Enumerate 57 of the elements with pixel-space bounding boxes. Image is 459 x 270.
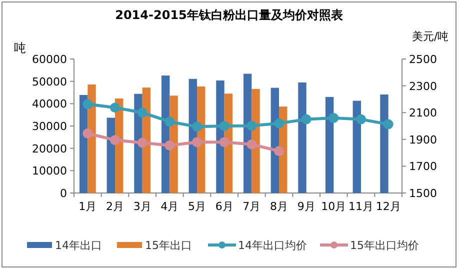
bar [106,118,115,193]
x-tick-label: 3月 [133,200,152,213]
bar [380,94,388,193]
y2-axis-title: 美元/吨 [412,30,449,43]
x-tick-label: 6月 [215,200,234,213]
point [246,120,257,131]
x-tick-label: 2月 [106,200,124,213]
chart-title: 2014-2015年钛白粉出口量及均价对照表 [115,8,344,22]
point [192,137,202,148]
x-tick-label: 10月 [321,200,346,213]
point [274,146,284,156]
point [164,116,175,127]
x-tick-label: 5月 [188,200,206,213]
x-tick-label: 4月 [160,200,179,213]
y-tick-label: 60000 [32,53,67,66]
point [137,108,148,118]
y2-tick-label: 1900 [409,133,437,146]
x-tick-label: 9月 [297,200,316,213]
point [192,122,202,132]
y2-tick-label: 2300 [409,80,437,93]
point [383,119,394,130]
y-tick-label: 50000 [32,75,67,88]
legend-label: 14年出口 [55,239,102,252]
y-tick-label: 40000 [32,98,67,111]
bar [352,100,361,193]
point [82,128,93,138]
y2-tick-label: 2500 [409,53,437,66]
legend-label: 14年出口均价 [238,239,307,252]
point [110,135,120,146]
x-tick-label: 12月 [376,200,401,213]
y-tick-label: 30000 [32,120,67,133]
point [356,114,366,124]
x-tick-label: 8月 [270,200,288,213]
point [301,114,312,124]
bar [298,82,306,193]
y2-tick-label: 1500 [409,187,437,200]
point [110,102,120,113]
point [219,121,230,131]
point [219,137,230,148]
point [246,139,257,150]
point [274,118,284,128]
legend-label: 15年出口 [145,239,192,252]
point [164,140,175,150]
y-tick-label: 20000 [32,142,67,156]
point [328,112,339,123]
y2-tick-label: 2100 [409,106,437,120]
y-tick-label: 10000 [32,164,67,178]
x-tick-label: 1月 [78,200,97,213]
y2-tick-label: 1700 [409,160,437,174]
x-tick-label: 11月 [348,200,374,213]
y-tick-label: 0 [60,187,67,200]
bar [325,96,334,193]
legend-label: 15年出口均价 [350,239,419,252]
y-axis-title: 吨 [14,41,26,55]
point [82,99,93,110]
x-tick-label: 7月 [242,200,261,213]
point [137,138,148,148]
